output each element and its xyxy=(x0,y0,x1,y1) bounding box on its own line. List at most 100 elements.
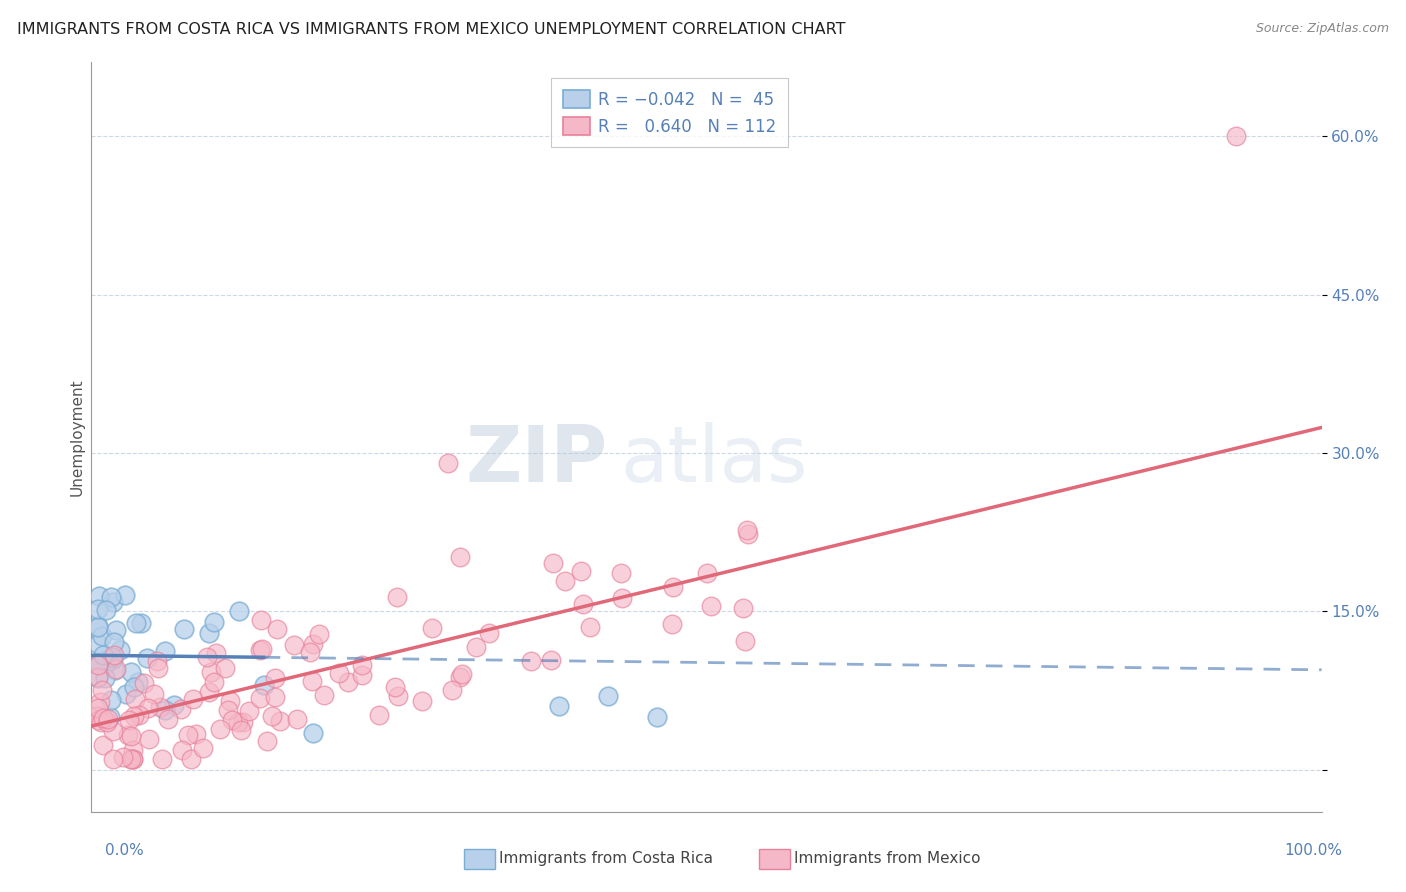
Point xyxy=(91,648,114,663)
Point xyxy=(298,645,321,659)
Point xyxy=(264,690,287,704)
Point xyxy=(87,657,110,672)
Point xyxy=(136,701,159,715)
Point xyxy=(737,523,759,537)
Point xyxy=(98,709,121,723)
Point xyxy=(367,707,389,722)
Point xyxy=(337,675,360,690)
Point xyxy=(695,566,717,581)
Point xyxy=(117,728,139,742)
Point xyxy=(554,574,576,588)
Point xyxy=(547,699,569,714)
Point xyxy=(596,689,619,703)
Text: Immigrants from Costa Rica: Immigrants from Costa Rica xyxy=(499,851,713,865)
Point xyxy=(352,658,374,673)
Point xyxy=(115,687,138,701)
Point xyxy=(90,715,112,730)
Point xyxy=(301,725,323,739)
Point xyxy=(612,591,634,605)
Point xyxy=(124,692,146,706)
Point xyxy=(384,680,406,694)
Point xyxy=(209,722,232,736)
Point xyxy=(269,714,291,728)
Point xyxy=(120,729,142,743)
Point xyxy=(125,615,148,630)
Point xyxy=(737,526,759,541)
Text: IMMIGRANTS FROM COSTA RICA VS IMMIGRANTS FROM MEXICO UNEMPLOYMENT CORRELATION CH: IMMIGRANTS FROM COSTA RICA VS IMMIGRANTS… xyxy=(17,22,845,37)
Point xyxy=(86,671,108,685)
Y-axis label: Unemployment: Unemployment xyxy=(69,378,84,496)
Point xyxy=(572,597,595,611)
Point xyxy=(120,752,142,766)
Point xyxy=(253,678,276,692)
Point xyxy=(420,621,443,635)
Text: atlas: atlas xyxy=(620,422,808,498)
Point xyxy=(114,588,136,602)
Point xyxy=(285,712,308,726)
Point xyxy=(645,710,669,724)
Point xyxy=(138,732,160,747)
Point xyxy=(86,657,108,672)
Point xyxy=(173,622,195,636)
Point xyxy=(108,643,131,657)
Point xyxy=(100,590,122,604)
Point xyxy=(103,724,125,739)
Point xyxy=(132,676,155,690)
Point xyxy=(202,615,225,629)
Point xyxy=(104,662,127,676)
Point xyxy=(146,654,169,668)
Point xyxy=(541,556,564,570)
Point xyxy=(662,580,685,594)
Point xyxy=(350,668,373,682)
Point xyxy=(411,694,433,708)
Point xyxy=(90,657,112,672)
Point xyxy=(94,603,117,617)
Point xyxy=(221,713,243,727)
Point xyxy=(91,738,114,752)
Point xyxy=(256,734,278,748)
Point xyxy=(101,752,124,766)
Point xyxy=(197,626,219,640)
Point xyxy=(122,752,145,766)
Point xyxy=(249,690,271,705)
Point xyxy=(131,615,153,630)
Point xyxy=(700,599,723,613)
Text: Immigrants from Mexico: Immigrants from Mexico xyxy=(794,851,981,865)
Point xyxy=(214,660,236,674)
Point xyxy=(136,651,159,665)
Text: ZIP: ZIP xyxy=(465,422,607,498)
Point xyxy=(124,709,146,723)
Point xyxy=(97,712,120,726)
Point xyxy=(609,566,631,580)
Point xyxy=(90,683,112,698)
Point xyxy=(169,702,191,716)
Point xyxy=(87,602,110,616)
Point xyxy=(86,701,108,715)
Point xyxy=(177,728,200,742)
Point xyxy=(120,665,142,679)
Point xyxy=(250,613,273,627)
Point xyxy=(328,665,350,680)
Legend: R = −0.042   N =  45, R =   0.640   N = 112: R = −0.042 N = 45, R = 0.640 N = 112 xyxy=(551,78,787,147)
Point xyxy=(540,653,562,667)
Point xyxy=(301,673,323,688)
Point xyxy=(150,752,173,766)
Point xyxy=(86,670,108,684)
Point xyxy=(441,682,464,697)
Point xyxy=(437,457,460,471)
Point xyxy=(387,689,409,703)
Point xyxy=(385,590,408,604)
Point xyxy=(89,695,111,709)
Point xyxy=(155,643,177,657)
Point xyxy=(478,626,501,640)
Text: Source: ZipAtlas.com: Source: ZipAtlas.com xyxy=(1256,22,1389,36)
Point xyxy=(89,589,111,603)
Point xyxy=(153,703,176,717)
Point xyxy=(86,714,108,728)
Point xyxy=(86,709,108,723)
Point xyxy=(101,651,124,665)
Point xyxy=(450,666,472,681)
Point xyxy=(183,691,205,706)
Point xyxy=(122,743,145,757)
Point xyxy=(312,688,335,702)
